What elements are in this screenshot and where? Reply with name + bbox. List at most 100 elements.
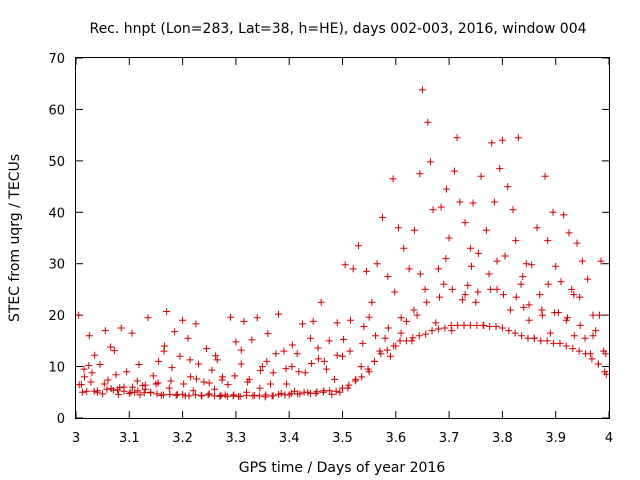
data-point — [192, 320, 200, 328]
data-point — [249, 392, 257, 400]
data-point — [556, 339, 564, 347]
data-point — [85, 362, 93, 370]
data-point — [437, 203, 445, 211]
data-point — [168, 364, 176, 372]
data-point — [563, 314, 571, 322]
data-point — [565, 229, 573, 237]
x-tick-label: 3.8 — [492, 431, 513, 446]
y-tick-label: 40 — [48, 206, 65, 221]
data-point — [543, 337, 551, 345]
data-point — [505, 327, 513, 335]
data-point — [319, 388, 327, 396]
data-point — [275, 390, 283, 398]
data-point — [205, 379, 213, 387]
data-point — [259, 363, 267, 371]
data-point — [275, 310, 283, 318]
data-point — [81, 373, 89, 381]
data-point — [307, 389, 315, 397]
data-point — [447, 321, 455, 329]
data-point — [512, 293, 520, 301]
x-tick-label: 3.3 — [226, 431, 247, 446]
data-point — [293, 350, 301, 358]
data-point — [537, 337, 545, 345]
data-point — [364, 365, 372, 373]
data-point — [211, 385, 219, 393]
data-point — [434, 265, 442, 273]
data-point — [581, 334, 589, 342]
data-point — [237, 360, 245, 368]
data-point — [488, 139, 496, 147]
data-point — [224, 381, 232, 389]
data-point — [397, 329, 405, 337]
data-point — [159, 391, 167, 399]
data-point — [597, 257, 605, 265]
x-tick-label: 3.4 — [279, 431, 300, 446]
chart-title: Rec. hnpt (Lon=283, Lat=38, h=HE), days … — [89, 21, 586, 37]
data-point — [153, 390, 161, 398]
data-point — [354, 242, 362, 250]
data-point — [377, 350, 385, 358]
y-axis: 0 10 20 30 40 50 60 70 — [48, 52, 609, 427]
data-point — [75, 311, 83, 319]
data-point — [594, 360, 602, 368]
data-point — [187, 373, 195, 381]
data-point — [331, 375, 339, 383]
data-point — [160, 342, 168, 350]
data-point — [530, 334, 538, 342]
data-point — [346, 316, 354, 324]
data-point — [154, 379, 162, 387]
data-point — [582, 350, 590, 358]
data-point — [165, 384, 173, 392]
data-point — [602, 350, 610, 358]
data-point — [197, 391, 205, 399]
y-tick-label: 60 — [48, 103, 65, 118]
plot-frame — [75, 57, 610, 419]
data-point — [90, 387, 98, 395]
data-point — [351, 377, 359, 385]
data-point — [88, 369, 96, 377]
data-point — [91, 351, 99, 359]
y-tick-label: 0 — [57, 412, 65, 427]
data-point — [101, 327, 109, 335]
data-point — [440, 280, 448, 288]
data-point — [288, 363, 296, 371]
data-point — [336, 388, 344, 396]
data-point — [544, 280, 552, 288]
data-point — [589, 311, 597, 319]
data-point — [357, 363, 365, 371]
data-point — [180, 380, 188, 388]
data-point — [595, 311, 603, 319]
data-point — [498, 324, 506, 332]
data-point — [441, 324, 449, 332]
data-point — [328, 390, 336, 398]
data-point — [253, 314, 261, 322]
data-point — [588, 355, 596, 363]
data-point — [204, 391, 212, 399]
data-point — [525, 301, 533, 309]
data-point — [294, 390, 302, 398]
data-point — [147, 388, 155, 396]
data-point — [264, 330, 272, 338]
data-point — [140, 389, 148, 397]
x-tick-label: 3 — [72, 431, 80, 446]
data-point — [231, 372, 239, 380]
data-point — [528, 261, 536, 269]
data-point — [244, 378, 252, 386]
data-point — [415, 332, 423, 340]
data-point — [314, 344, 322, 352]
data-point — [456, 198, 464, 206]
data-point — [195, 360, 203, 368]
data-point — [358, 373, 366, 381]
data-point — [601, 368, 609, 376]
data-point — [313, 388, 321, 396]
data-point — [171, 328, 179, 336]
data-point — [360, 322, 368, 330]
data-point — [166, 390, 174, 398]
data-point — [256, 367, 264, 375]
y-tick-label: 70 — [48, 52, 65, 67]
data-point — [144, 314, 152, 322]
data-point — [125, 389, 133, 397]
data-point — [99, 390, 107, 398]
data-point — [93, 387, 101, 395]
data-point — [104, 376, 112, 384]
